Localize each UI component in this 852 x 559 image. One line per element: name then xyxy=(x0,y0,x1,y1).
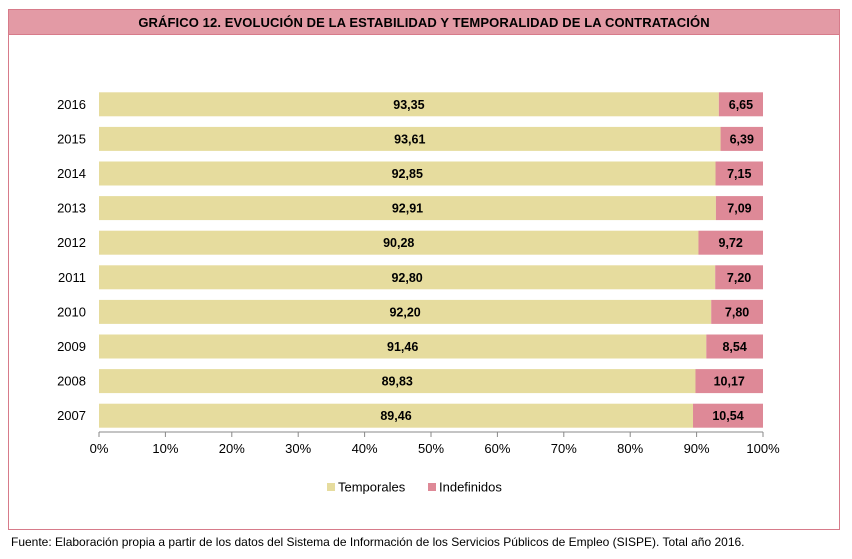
chart-title: GRÁFICO 12. EVOLUCIÓN DE LA ESTABILIDAD … xyxy=(138,14,710,30)
x-tick-label: 10% xyxy=(152,441,178,456)
data-label-temporales-2009: 91,46 xyxy=(387,340,418,354)
source-note: Fuente: Elaboración propia a partir de l… xyxy=(11,535,745,549)
data-label-indefinidos-2014: 7,15 xyxy=(727,167,751,181)
legend: Temporales Indefinidos xyxy=(327,480,502,495)
data-label-indefinidos-2015: 6,39 xyxy=(730,132,754,146)
bar-temporales-2015 xyxy=(99,126,721,151)
x-tick-label: 20% xyxy=(219,441,245,456)
bar-indefinidos-2012 xyxy=(698,230,763,255)
bar-temporales-2009 xyxy=(99,334,707,359)
bar-indefinidos-2009 xyxy=(706,334,763,359)
year-label-2014: 2014 xyxy=(57,166,86,181)
bar-indefinidos-2013 xyxy=(715,196,763,221)
bar-temporales-2012 xyxy=(99,230,699,255)
x-tick-label: 70% xyxy=(551,441,577,456)
data-label-indefinidos-2008: 10,17 xyxy=(714,375,745,389)
x-tick-label: 80% xyxy=(617,441,643,456)
year-label-2008: 2008 xyxy=(57,374,86,389)
data-label-indefinidos-2012: 9,72 xyxy=(719,236,743,250)
data-label-temporales-2013: 92,91 xyxy=(392,202,423,216)
bar-indefinidos-2011 xyxy=(715,265,763,290)
year-label-2007: 2007 xyxy=(57,408,86,423)
year-label-2015: 2015 xyxy=(57,131,86,146)
x-tick-label: 30% xyxy=(285,441,311,456)
bar-temporales-2010 xyxy=(99,299,712,324)
data-label-indefinidos-2009: 8,54 xyxy=(722,340,746,354)
bar-temporales-2014 xyxy=(99,161,716,186)
bar-indefinidos-2007 xyxy=(693,403,763,428)
year-label-2013: 2013 xyxy=(57,201,86,216)
data-label-temporales-2015: 93,61 xyxy=(394,132,425,146)
bar-temporales-2007 xyxy=(99,403,694,428)
data-label-indefinidos-2010: 7,80 xyxy=(725,305,749,319)
x-tick-label: 90% xyxy=(684,441,710,456)
x-tick-label: 50% xyxy=(418,441,444,456)
data-label-temporales-2010: 92,20 xyxy=(389,305,420,319)
year-label-2011: 2011 xyxy=(58,270,86,285)
x-tick-label: 0% xyxy=(90,441,109,456)
bar-indefinidos-2014 xyxy=(715,161,763,186)
x-tick-label: 100% xyxy=(746,441,780,456)
bar-temporales-2011 xyxy=(99,265,716,290)
legend-label-indefinidos: Indefinidos xyxy=(439,480,502,495)
bar-indefinidos-2010 xyxy=(711,299,763,324)
bar-indefinidos-2008 xyxy=(695,369,763,394)
data-label-temporales-2007: 89,46 xyxy=(380,409,411,423)
bar-temporales-2013 xyxy=(99,196,716,221)
legend-label-temporales: Temporales xyxy=(338,480,406,495)
x-axis: 0% 10% 20% 30% 40% 50% 60% 70% 80% 90% 100% xyxy=(90,431,780,456)
data-label-temporales-2011: 92,80 xyxy=(391,271,422,285)
data-label-indefinidos-2016: 6,65 xyxy=(729,98,753,112)
x-tick-label: 40% xyxy=(352,441,378,456)
year-label-2010: 2010 xyxy=(57,304,86,319)
legend-swatch-indefinidos xyxy=(428,483,436,491)
x-tick-label: 60% xyxy=(484,441,510,456)
bars-group: 2016 93,35 6,65 2015 93,61 6,39 2014 92,85 7,15 2… xyxy=(57,92,763,428)
data-label-indefinidos-2011: 7,20 xyxy=(727,271,751,285)
legend-swatch-temporales xyxy=(327,483,335,491)
data-label-temporales-2014: 92,85 xyxy=(392,167,423,181)
year-label-2016: 2016 xyxy=(57,97,86,112)
bar-indefinidos-2016 xyxy=(718,92,763,117)
data-label-indefinidos-2007: 10,54 xyxy=(712,409,743,423)
year-label-2012: 2012 xyxy=(57,235,86,250)
year-label-2009: 2009 xyxy=(57,339,86,354)
data-label-temporales-2016: 93,35 xyxy=(393,98,424,112)
title-bar: GRÁFICO 12. EVOLUCIÓN DE LA ESTABILIDAD … xyxy=(9,10,839,35)
bar-temporales-2016 xyxy=(99,92,719,117)
bar-temporales-2008 xyxy=(99,369,696,394)
data-label-indefinidos-2013: 7,09 xyxy=(727,202,751,216)
data-label-temporales-2008: 89,83 xyxy=(382,375,413,389)
data-label-temporales-2012: 90,28 xyxy=(383,236,414,250)
bar-indefinidos-2015 xyxy=(720,126,763,151)
